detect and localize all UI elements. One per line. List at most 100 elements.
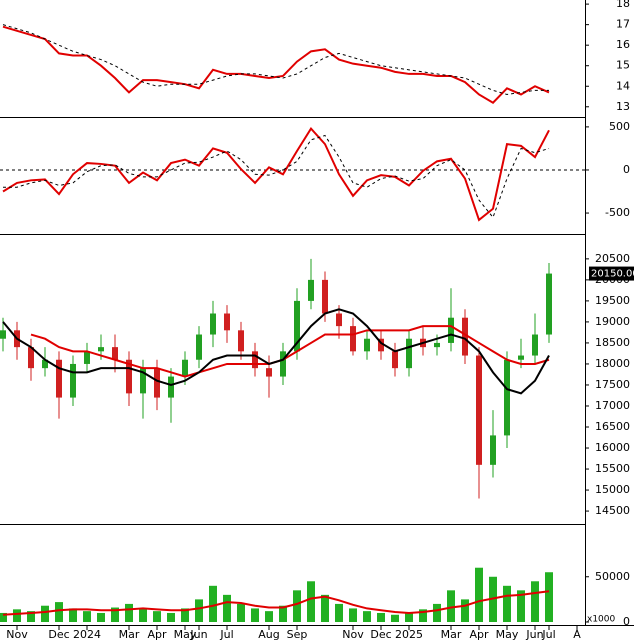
x-tick-label: Jun [189, 628, 207, 641]
volume-bar [0, 612, 7, 622]
candle-body [546, 273, 552, 335]
x-tick-label: Nov [342, 628, 364, 641]
candle-body [532, 334, 538, 356]
volume-bar [377, 612, 385, 622]
x-tick-label: Nov [6, 628, 28, 641]
y-tick-label: 14 [616, 79, 630, 92]
volume-bar [321, 594, 329, 622]
candle-body [476, 355, 482, 465]
series-line [2, 590, 550, 616]
x-tick-label: May [496, 628, 519, 641]
x-tick-label: Sep [287, 628, 308, 641]
y-tick-label: 20500 [595, 252, 630, 265]
series-line [2, 126, 550, 222]
volume-bar [279, 605, 287, 622]
candle-body [364, 338, 370, 352]
y-tick-label: 17500 [595, 378, 630, 391]
y-tick-label: 16000 [595, 441, 630, 454]
series-line [30, 325, 550, 378]
x-tick-label: Aug [258, 628, 279, 641]
volume-bar [55, 602, 63, 622]
y-tick-label: 17 [616, 18, 630, 31]
candle-body [56, 359, 62, 398]
series-line [2, 24, 549, 95]
x-tick-label: Jul [219, 628, 233, 641]
candle-body [266, 368, 272, 377]
volume-bar [265, 611, 273, 622]
candle-body [378, 338, 384, 352]
volume-bar [307, 581, 315, 622]
candle-body [252, 351, 258, 369]
volume-bar [517, 590, 525, 622]
volume-bar [195, 599, 203, 622]
volume-bar [461, 599, 469, 622]
x-tick-label: Dec [48, 628, 69, 641]
candle-body [98, 347, 104, 352]
volume-bar [153, 611, 161, 622]
candle-body [126, 359, 132, 394]
volume-bar [405, 612, 413, 622]
volume-bar [237, 603, 245, 622]
series-line [2, 25, 550, 104]
x-tick-label: 2025 [395, 628, 423, 641]
candle-body [518, 355, 524, 360]
volume-bar [251, 608, 259, 622]
unit-label: x1000 [587, 615, 616, 625]
candle-body [350, 326, 356, 352]
x-tick-label: 2024 [73, 628, 101, 641]
candle-body [70, 363, 76, 398]
volume-bar [83, 611, 91, 622]
volume-bar [139, 609, 147, 622]
volume-bar [223, 594, 231, 622]
candle-body [504, 359, 510, 436]
last-price-label: 20150.00 [591, 269, 634, 280]
y-tick-label: 16500 [595, 420, 630, 433]
candle-body [406, 338, 412, 369]
frame [0, 0, 634, 626]
volume-bar [419, 609, 427, 622]
y-tick-label: 18 [616, 0, 630, 10]
x-tick-label: Apr [469, 628, 489, 641]
y-tick-label: -500 [605, 206, 630, 219]
x-tick-label: Jun [525, 628, 543, 641]
y-tick-label: 19500 [595, 294, 630, 307]
volume-bar [503, 585, 511, 622]
x-tick-label: Mar [441, 628, 462, 641]
y-tick-label: 13 [616, 100, 630, 113]
x-tick-label: Apr [147, 628, 167, 641]
y-tick-label: 16 [616, 38, 630, 51]
volume-bar [69, 608, 77, 622]
candle-body [462, 317, 468, 356]
candle-body [434, 342, 440, 348]
candle-body [210, 313, 216, 335]
y-tick-label: 0 [623, 163, 630, 176]
candle-body [238, 330, 244, 352]
y-tick-label: 0 [623, 615, 630, 628]
x-tick-label: May [174, 628, 197, 641]
candle-body [42, 359, 48, 369]
y-tick-label: 15 [616, 59, 630, 72]
series-line [2, 308, 550, 395]
candle-body [280, 351, 286, 377]
volume-bar [167, 612, 175, 622]
candle-body [84, 351, 90, 364]
volume-bar [125, 603, 133, 622]
volume-bar [531, 581, 539, 622]
candle-body [168, 376, 174, 398]
y-tick-label: 50000 [595, 570, 630, 583]
x-tick-label: Dec [370, 628, 391, 641]
y-tick-label: 15000 [595, 483, 630, 496]
volume-bar [349, 608, 357, 622]
volume-bar [447, 590, 455, 622]
candle-body [490, 435, 496, 465]
volume-bar [111, 607, 119, 622]
y-tick-label: 14500 [595, 504, 630, 517]
y-tick-label: 18500 [595, 336, 630, 349]
volume-bar [97, 612, 105, 622]
candle-body [336, 313, 342, 327]
y-tick-label: 18000 [595, 357, 630, 370]
candle-body [154, 368, 160, 398]
volume-bar [545, 572, 553, 622]
x-tick-label: Jul [541, 628, 555, 641]
volume-bar [209, 585, 217, 622]
